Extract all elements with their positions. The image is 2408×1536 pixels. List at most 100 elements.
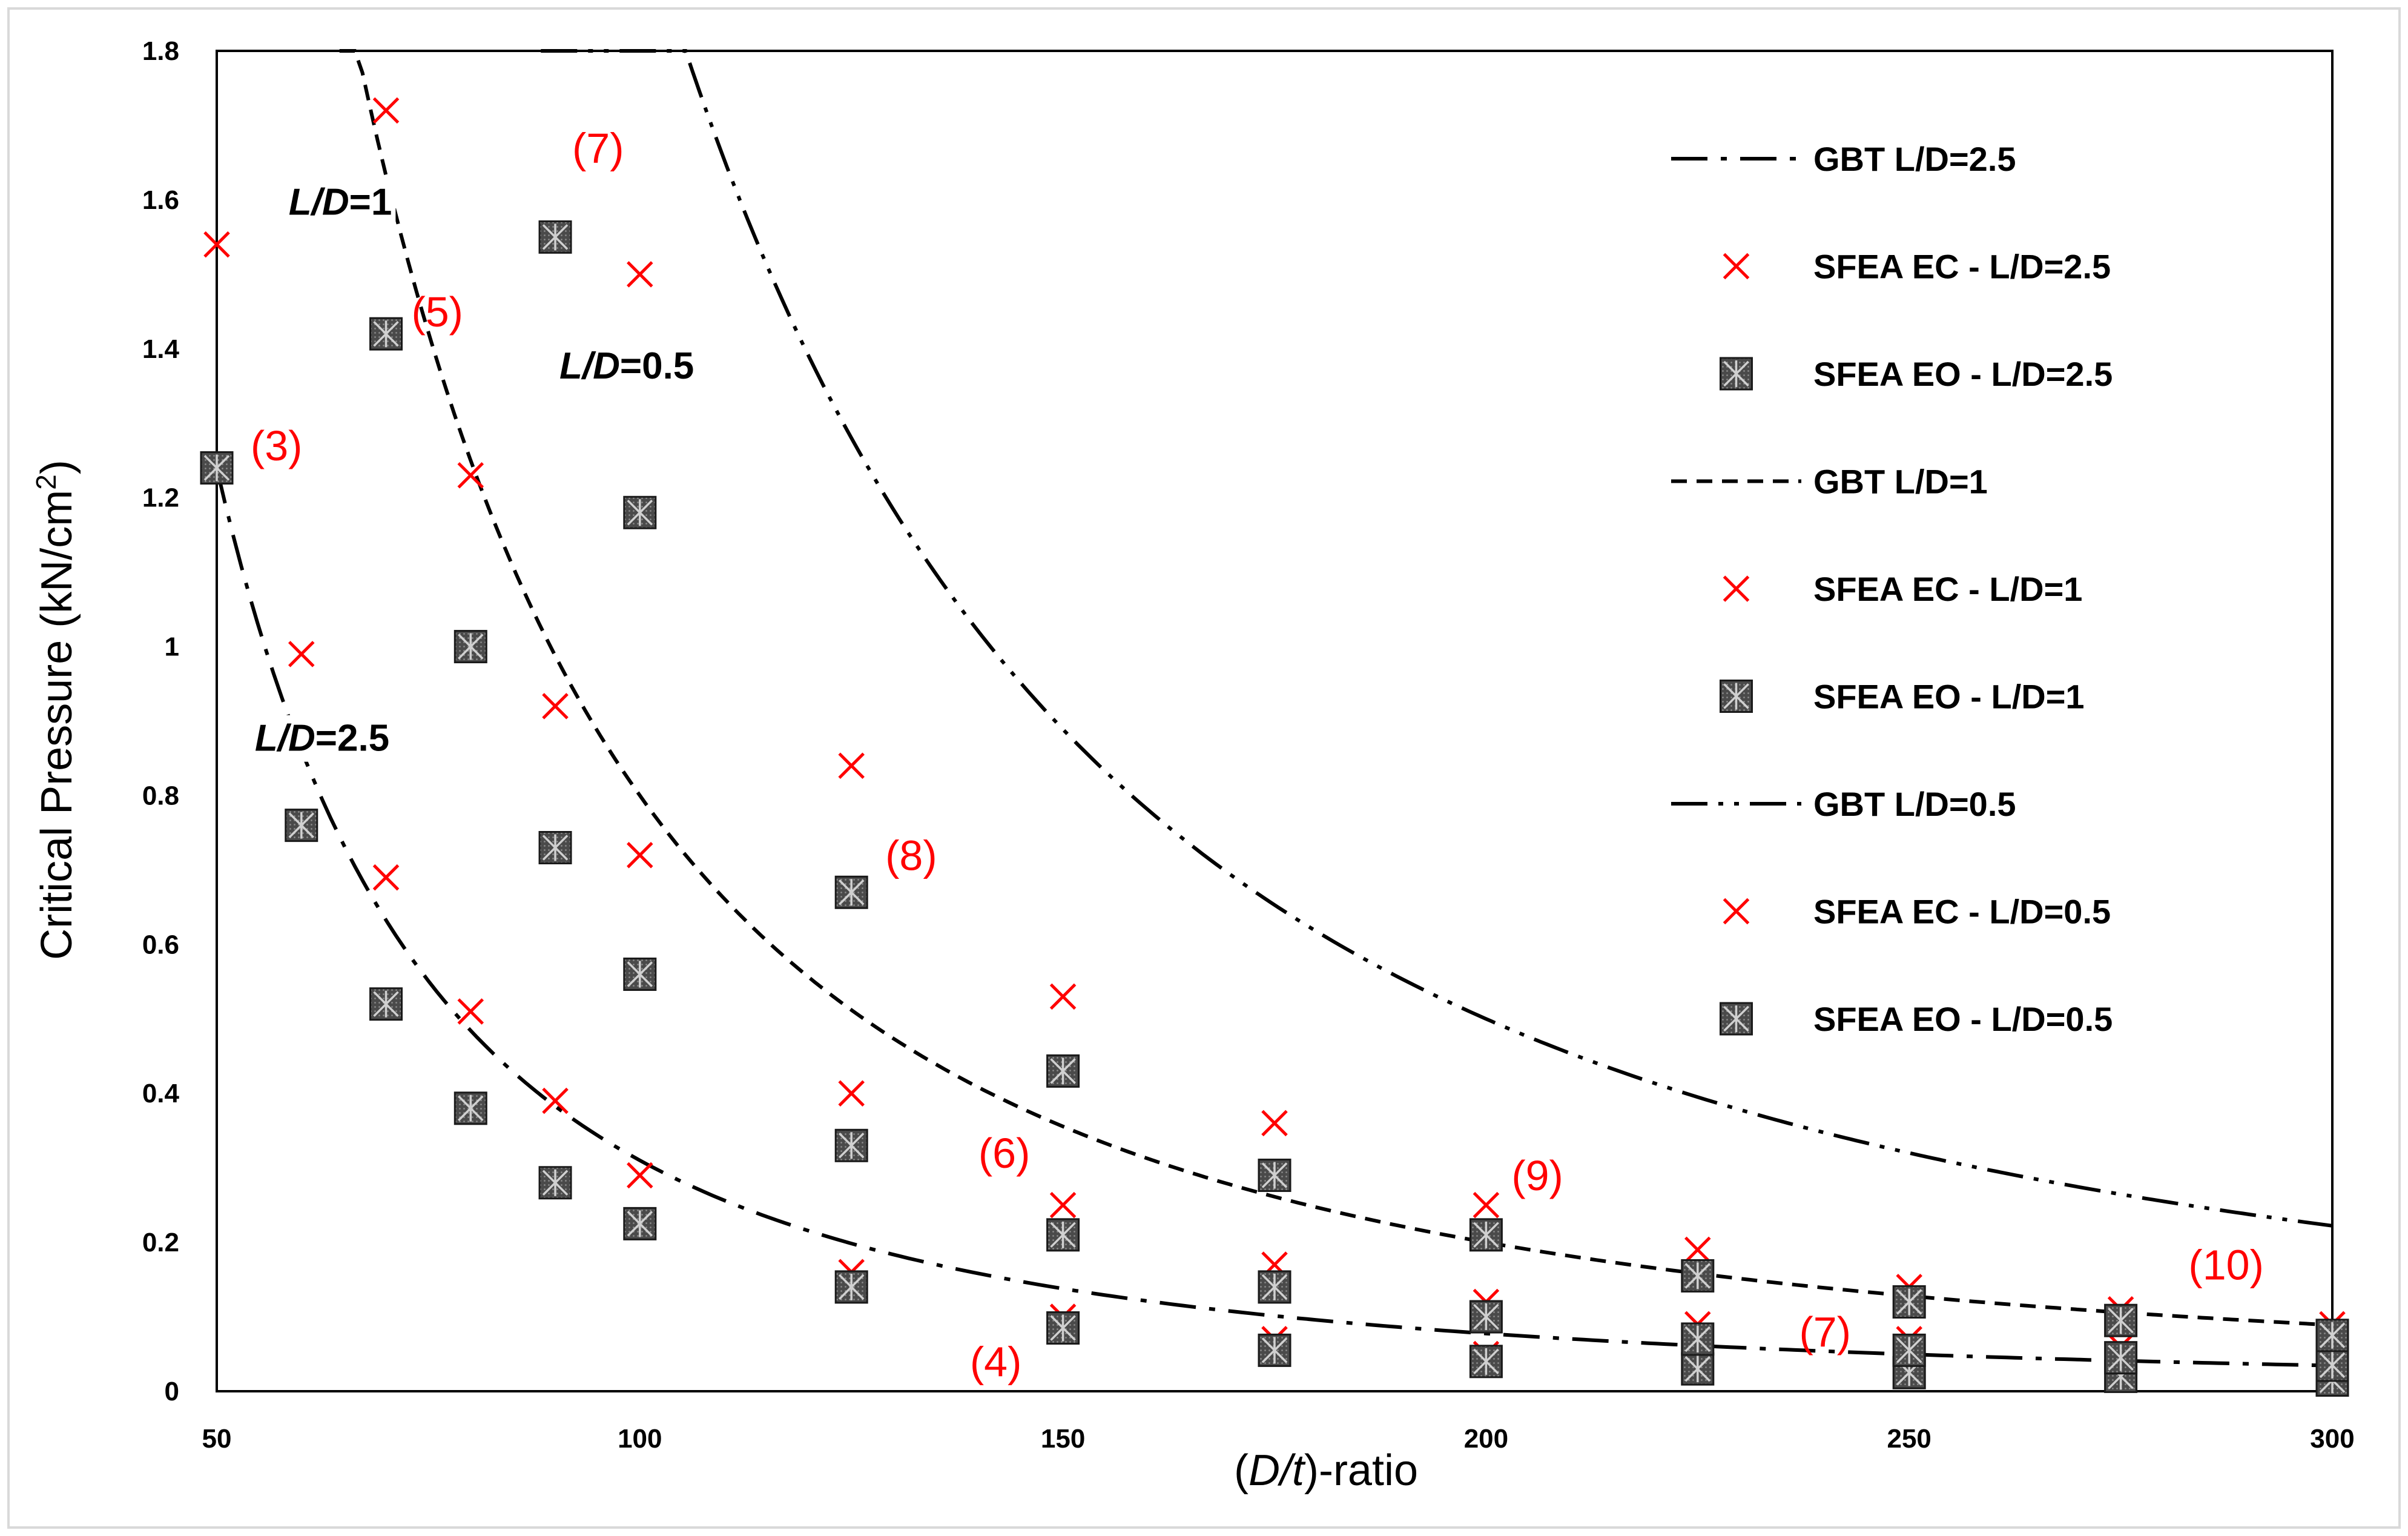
y-tick-label: 1.8 <box>142 36 179 66</box>
eo-marker <box>1469 1218 1503 1252</box>
mode-annotation: (3) <box>251 422 303 469</box>
eo-marker <box>1258 1333 1291 1367</box>
eo-marker <box>369 987 403 1021</box>
eo-marker <box>200 451 234 485</box>
eo-marker <box>1046 1054 1080 1088</box>
svg-text:L/D=1: L/D=1 <box>289 181 392 223</box>
ec-marker <box>288 641 315 667</box>
svg-text:L/D=0.5: L/D=0.5 <box>559 345 694 387</box>
eo-marker <box>2104 1303 2138 1337</box>
curve-label: L/D=0.5 <box>556 342 698 389</box>
legend-entry: SFEA EC - L/D=1 <box>1723 570 2082 608</box>
eo-marker <box>1469 1300 1503 1334</box>
legend-entry: SFEA EC - L/D=2.5 <box>1723 248 2111 286</box>
eo-marker <box>1681 1352 1715 1386</box>
eo-marker <box>1681 1322 1715 1356</box>
mode-annotation: (6) <box>978 1130 1031 1177</box>
legend-label: SFEA EO - L/D=2.5 <box>1813 355 2113 393</box>
ec-marker <box>457 462 484 489</box>
eo-marker <box>1046 1311 1080 1345</box>
ec-marker <box>627 1162 653 1189</box>
eo-marker <box>1258 1270 1291 1304</box>
eo-marker <box>538 831 572 865</box>
legend-entry: GBT L/D=1 <box>1671 463 1988 501</box>
ec-marker <box>1473 1191 1500 1219</box>
y-tick-label: 1.2 <box>142 483 179 513</box>
ec-marker <box>838 752 865 780</box>
ec-marker <box>1261 1110 1288 1137</box>
y-tick-label: 0.2 <box>142 1228 179 1257</box>
eo-marker <box>834 1270 868 1304</box>
eo-marker <box>1720 680 1753 713</box>
legend-entry: GBT L/D=2.5 <box>1671 140 2016 178</box>
mode-annotation: (7) <box>1799 1308 1852 1356</box>
x-tick-label: 100 <box>618 1424 662 1454</box>
legend-entry: SFEA EC - L/D=0.5 <box>1723 893 2111 931</box>
ec-marker <box>1049 983 1077 1010</box>
eo-marker <box>454 630 487 664</box>
eo-marker <box>1892 1285 1926 1319</box>
eo-marker <box>623 495 657 529</box>
svg-text:L/D=2.5: L/D=2.5 <box>255 718 389 760</box>
x-tick-label: 250 <box>1887 1424 1931 1454</box>
ec-marker <box>457 998 484 1025</box>
eo-marker <box>1720 1002 1753 1036</box>
eo-marker <box>623 1207 657 1240</box>
legend-ec-swatch <box>1723 898 1750 925</box>
legend-entry: SFEA EO - L/D=0.5 <box>1720 1000 2113 1038</box>
eo-marker <box>454 1091 487 1125</box>
x-tick-label: 200 <box>1464 1424 1508 1454</box>
mode-annotation: (9) <box>1511 1152 1563 1199</box>
x-axis-title: (D/t)-ratio <box>1234 1446 1418 1495</box>
y-axis-title: Critical Pressure (kN/cm2) <box>30 460 81 960</box>
eo-marker <box>1892 1333 1926 1367</box>
ec-marker <box>542 693 569 720</box>
mode-annotation: (4) <box>970 1338 1022 1385</box>
legend: GBT L/D=2.5 SFEA EC - L/D=2.5 SFEA EO - L/… <box>1671 140 2113 1038</box>
ec-marker <box>542 1087 569 1114</box>
y-tick-label: 0.6 <box>142 930 179 959</box>
legend-label: GBT L/D=1 <box>1813 463 1988 501</box>
mode-annotation: (5) <box>411 288 463 336</box>
eo-marker <box>834 1128 868 1162</box>
gbt-curve <box>339 49 2333 1327</box>
eo-marker <box>538 220 572 254</box>
legend-label: GBT L/D=2.5 <box>1813 140 2016 178</box>
ec-marker <box>1684 1236 1711 1263</box>
ec-marker <box>627 842 653 869</box>
eo-marker <box>369 317 403 351</box>
x-tick-label: 150 <box>1041 1424 1085 1454</box>
curve-label: L/D=1 <box>285 179 396 226</box>
y-tick-label: 0 <box>165 1377 179 1406</box>
y-tick-label: 1.4 <box>142 334 180 364</box>
legend-label: SFEA EC - L/D=1 <box>1813 570 2082 608</box>
mode-annotation: (7) <box>572 124 624 171</box>
eo-marker <box>1469 1345 1503 1379</box>
mode-annotations: (3) (5) (7) (8) (6) (4) (9) (7) (10) <box>251 124 2264 1385</box>
legend-entry: SFEA EO - L/D=1 <box>1720 678 2085 716</box>
data-markers <box>200 97 2349 1397</box>
ec-marker <box>372 864 400 891</box>
legend-entry: SFEA EO - L/D=2.5 <box>1720 355 2113 393</box>
eo-marker <box>2315 1319 2349 1352</box>
gbt-curve <box>541 49 2333 1228</box>
eo-marker <box>285 809 318 842</box>
eo-marker <box>623 958 657 991</box>
x-axis-ticks: 50 100 150 200 250 300 <box>202 1424 2355 1454</box>
legend-label: SFEA EO - L/D=0.5 <box>1813 1000 2113 1038</box>
ec-marker <box>1049 1191 1077 1219</box>
ec-marker <box>372 97 400 124</box>
eo-marker <box>834 875 868 909</box>
mode-annotation: (8) <box>885 832 937 879</box>
ec-marker <box>627 261 653 288</box>
legend-ec-swatch <box>1723 253 1750 280</box>
y-tick-label: 1.6 <box>142 185 179 215</box>
outer-frame <box>7 7 2401 1529</box>
mode-annotation: (10) <box>2188 1242 2263 1289</box>
eo-marker <box>2104 1341 2138 1375</box>
eo-marker <box>538 1166 572 1200</box>
legend-ec-swatch <box>1723 575 1750 602</box>
curve-labels: L/D=1 L/D=0.5 L/D=2.5 <box>251 179 698 762</box>
